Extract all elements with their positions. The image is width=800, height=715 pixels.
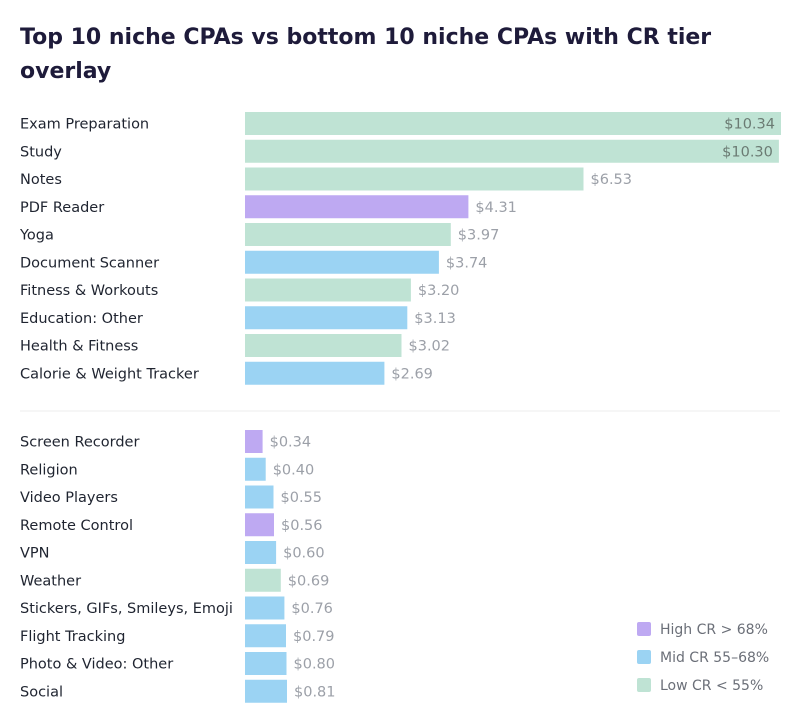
value-label-photo-video-other: $0.80 [294,657,336,673]
legend-swatch-high [637,622,651,636]
value-label-study: $10.30 [722,144,773,160]
bar-remote-control [245,513,274,537]
value-label-religion: $0.40 [273,462,315,478]
value-label-vpn: $0.60 [283,546,325,562]
value-label-education-other: $3.13 [414,311,456,327]
bars-layer: Exam Preparation $10.34 Study $10.30 Notes $6… [19,112,781,703]
bar-yoga [245,223,451,246]
bar-fitness-workouts [245,278,411,302]
bar-vpn [245,541,277,564]
category-label-religion: Religion [20,462,78,478]
legend: High CR > 68% Mid CR 55–68% Low CR < 55% [637,622,769,694]
value-label-notes: $6.53 [591,172,633,188]
category-label-study: Study [20,144,62,160]
category-label-education-other: Education: Other [20,311,143,327]
category-label-exam-preparation: Exam Preparation [20,117,149,133]
category-label-pdf-reader: PDF Reader [20,200,104,216]
value-label-video-players: $0.55 [281,490,323,506]
value-label-exam-preparation: $10.34 [724,117,775,133]
bar-weather [245,568,281,592]
bar-photo-video-other [245,652,287,675]
category-label-screen-recorder: Screen Recorder [20,435,139,451]
category-label-flight-tracking: Flight Tracking [20,629,125,645]
category-label-vpn: VPN [20,546,50,562]
bar-pdf-reader [245,195,469,219]
legend-swatch-low [637,678,651,692]
category-label-yoga: Yoga [19,228,54,244]
value-label-weather: $0.69 [288,573,330,589]
bar-education-other [245,306,408,330]
chart-title-line-2: overlay [20,59,111,84]
category-label-weather: Weather [20,573,81,589]
value-label-document-scanner: $3.74 [446,255,488,271]
bar-social [245,679,287,703]
value-label-health-fitness: $3.02 [409,339,451,355]
bar-stickers-gifs-smileys-emoji [245,596,285,620]
legend-label-mid: Mid CR 55–68% [660,650,769,666]
bar-notes [245,167,584,191]
value-label-pdf-reader: $4.31 [475,200,517,216]
category-label-document-scanner: Document Scanner [20,255,159,271]
category-label-stickers-gifs-smileys-emoji: Stickers, GIFs, Smileys, Emoji [20,601,233,617]
bar-video-players [245,485,274,509]
bar-calorie-weight-tracker [245,361,385,385]
category-label-notes: Notes [20,172,62,188]
value-label-stickers-gifs-smileys-emoji: $0.76 [291,601,333,617]
category-label-remote-control: Remote Control [20,518,133,534]
value-label-yoga: $3.97 [458,228,500,244]
legend-swatch-mid [637,650,651,664]
bar-religion [245,457,266,481]
legend-label-high: High CR > 68% [660,622,768,638]
chart-title-line-1: Top 10 niche CPAs vs bottom 10 niche CPA… [20,25,711,50]
bar-flight-tracking [245,624,286,648]
bar-exam-preparation [245,112,781,135]
bar-study [245,139,779,163]
value-label-calorie-weight-tracker: $2.69 [391,366,433,382]
bar-document-scanner [245,250,439,274]
value-label-flight-tracking: $0.79 [293,629,335,645]
legend-label-low: Low CR < 55% [660,678,763,694]
value-label-fitness-workouts: $3.20 [418,283,460,299]
value-label-social: $0.81 [294,684,336,700]
category-label-social: Social [20,684,63,700]
category-label-health-fitness: Health & Fitness [20,339,138,355]
bar-health-fitness [245,334,402,357]
category-label-photo-video-other: Photo & Video: Other [20,657,173,673]
category-label-video-players: Video Players [20,490,118,506]
value-label-screen-recorder: $0.34 [270,435,312,451]
value-label-remote-control: $0.56 [281,518,323,534]
bar-screen-recorder [245,430,263,453]
category-label-calorie-weight-tracker: Calorie & Weight Tracker [20,366,199,382]
category-label-fitness-workouts: Fitness & Workouts [20,283,158,299]
